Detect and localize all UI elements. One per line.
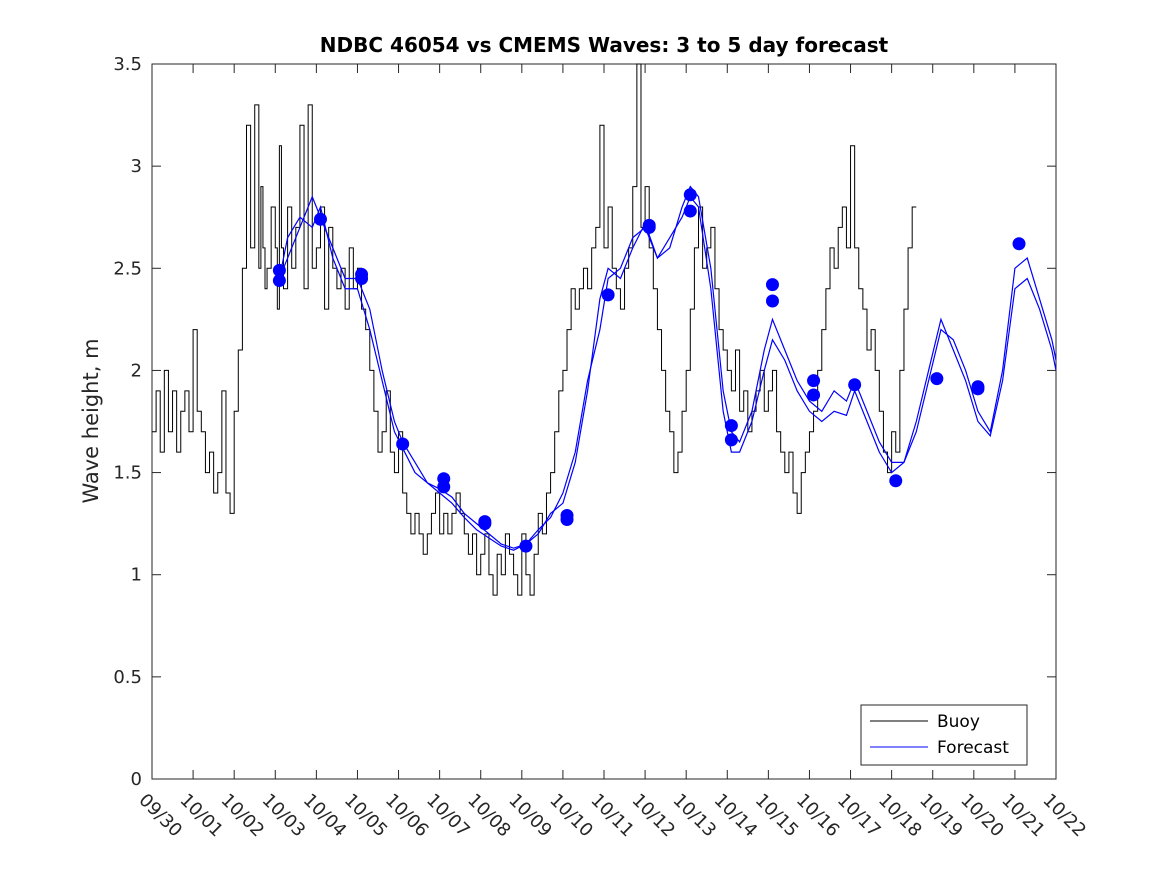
y-tick-label: 3.5 bbox=[113, 54, 142, 75]
forecast-marker bbox=[355, 272, 369, 285]
forecast-series bbox=[272, 185, 1057, 553]
x-tick-label: 10/18 bbox=[874, 790, 926, 842]
x-tick-label: 10/01 bbox=[176, 790, 228, 842]
forecast-marker bbox=[724, 433, 738, 447]
x-tick-label: 10/09 bbox=[504, 790, 556, 842]
forecast-marker bbox=[519, 539, 533, 553]
forecast-marker bbox=[807, 374, 821, 388]
forecast-marker bbox=[848, 378, 862, 392]
forecast-marker bbox=[807, 388, 821, 402]
x-tick-label: 10/13 bbox=[669, 790, 721, 842]
forecast-marker bbox=[765, 294, 779, 308]
x-tick-label: 10/21 bbox=[997, 790, 1049, 842]
x-tick-label: 10/03 bbox=[258, 790, 310, 842]
x-tick-label: 10/15 bbox=[751, 790, 803, 842]
forecast-marker bbox=[272, 274, 286, 288]
y-tick-label: 2 bbox=[131, 360, 142, 381]
legend-forecast-label: Forecast bbox=[937, 738, 1009, 758]
x-tick-label: 10/07 bbox=[422, 790, 474, 842]
forecast-marker bbox=[601, 288, 615, 302]
y-tick-label: 0 bbox=[131, 769, 142, 790]
forecast-marker bbox=[560, 513, 574, 527]
x-tick-label: 10/11 bbox=[586, 790, 638, 842]
forecast-marker bbox=[683, 188, 697, 202]
legend: Buoy Forecast bbox=[860, 704, 1028, 766]
forecast-marker bbox=[478, 517, 492, 531]
forecast-marker bbox=[889, 474, 903, 488]
x-tick-label: 10/14 bbox=[710, 790, 762, 842]
x-tick-label: 10/17 bbox=[833, 790, 885, 842]
forecast-marker bbox=[1012, 237, 1026, 251]
y-tick-label: 3 bbox=[131, 156, 142, 177]
x-tick-label: 10/10 bbox=[545, 790, 597, 842]
x-tick-label: 10/06 bbox=[381, 790, 433, 842]
forecast-marker bbox=[683, 204, 697, 218]
y-tick-label: 1 bbox=[131, 565, 142, 586]
forecast-marker bbox=[971, 382, 985, 396]
forecast-marker bbox=[437, 480, 451, 494]
y-axis-label: Wave height, m bbox=[79, 338, 103, 503]
legend-buoy-label: Buoy bbox=[937, 712, 980, 732]
forecast-marker bbox=[313, 212, 327, 226]
forecast-marker bbox=[272, 263, 286, 277]
x-tick-label: 10/19 bbox=[915, 790, 967, 842]
forecast-marker bbox=[396, 437, 410, 451]
x-tick-label: 10/04 bbox=[299, 790, 351, 842]
forecast-marker bbox=[930, 372, 944, 386]
x-tick-label: 10/08 bbox=[463, 790, 515, 842]
legend-box bbox=[860, 704, 1028, 766]
y-tick-label: 0.5 bbox=[113, 667, 142, 688]
chart-title: NDBC 46054 vs CMEMS Waves: 3 to 5 day fo… bbox=[320, 33, 889, 57]
forecast-marker bbox=[765, 278, 779, 292]
x-tick-label: 10/22 bbox=[1038, 790, 1090, 842]
x-tick-label: 10/02 bbox=[217, 790, 269, 842]
x-tick-label: 10/20 bbox=[956, 790, 1008, 842]
forecast-line bbox=[278, 195, 1057, 551]
buoy-line bbox=[152, 63, 917, 596]
forecast-marker bbox=[642, 220, 656, 234]
forecast-marker bbox=[724, 419, 738, 433]
buoy-series bbox=[152, 63, 917, 596]
x-tick-label: 10/05 bbox=[340, 790, 392, 842]
y-tick-label: 1.5 bbox=[113, 463, 142, 484]
x-tick-label: 09/30 bbox=[134, 790, 186, 842]
y-tick-label: 2.5 bbox=[113, 258, 142, 279]
x-tick-label: 10/16 bbox=[792, 790, 844, 842]
x-tick-label: 10/12 bbox=[628, 790, 680, 842]
